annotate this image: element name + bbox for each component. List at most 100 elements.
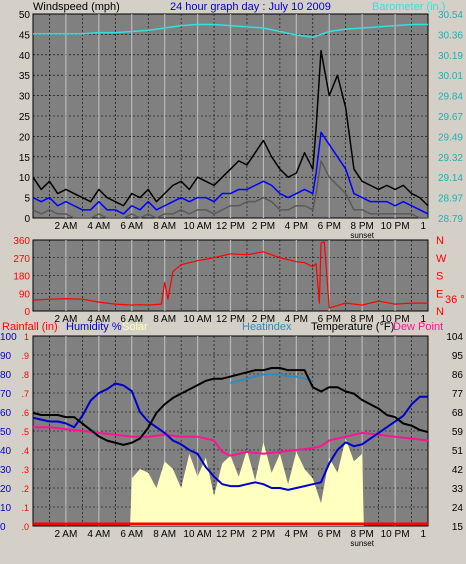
x-tick-label: 12 PM xyxy=(216,314,245,325)
x-tick-label: 2 PM xyxy=(252,314,275,325)
humidity-tick-label: 20 xyxy=(0,484,12,495)
rain-tick-label: 1 xyxy=(24,332,29,342)
x-tick-label: 4 PM xyxy=(285,221,308,232)
x-tick-label: 10 AM xyxy=(183,314,211,325)
temp-tick-label: 104 xyxy=(446,332,463,343)
compass-label: E xyxy=(436,288,443,300)
humidity-tick-label: 90 xyxy=(0,351,12,362)
wind-avg-line xyxy=(32,131,429,215)
legend-dewpoint: Dew Point xyxy=(393,321,443,333)
chart-title: 24 hour graph day : July 10 2009 xyxy=(170,1,331,13)
rain-tick-label: .7 xyxy=(21,389,29,399)
x-tick-label-end: 1 xyxy=(420,221,426,232)
wind-axis-label: Windspeed (mph) xyxy=(33,1,120,13)
y-tick-label: 0 xyxy=(24,214,30,225)
legend-heatindex: Heatindex xyxy=(242,321,292,333)
temp-tick-label: 51 xyxy=(452,446,464,457)
x-tick-label: 6 PM xyxy=(318,221,341,232)
legend-temperature: Temperature (°F) xyxy=(311,321,394,333)
y-tick-label: 360 xyxy=(13,236,30,247)
x-tick-label: 4 AM xyxy=(87,221,110,232)
x-tick-label: 6 AM xyxy=(120,221,143,232)
x-tick-label: 2 AM xyxy=(55,221,78,232)
y-tick-label: 30 xyxy=(19,92,31,103)
y2-tick-label: 30.54 xyxy=(438,10,463,21)
y2-tick-label: 29.67 xyxy=(438,112,463,123)
x-tick-label: 8 AM xyxy=(153,314,176,325)
y-tick-label: 180 xyxy=(13,272,30,283)
x-tick-label: 10 PM xyxy=(381,529,410,540)
rain-tick-label: .1 xyxy=(21,503,29,513)
y-tick-label: 5 xyxy=(24,194,30,205)
y-tick-label: 25 xyxy=(19,112,31,123)
y2-tick-label: 28.79 xyxy=(438,214,463,225)
temp-tick-label: 42 xyxy=(452,465,464,476)
y-tick-label: 35 xyxy=(19,71,31,82)
rain-tick-label: .6 xyxy=(21,408,29,418)
x-tick-label: 4 AM xyxy=(87,314,110,325)
temp-tick-label: 33 xyxy=(452,484,464,495)
y-tick-label: 270 xyxy=(13,254,30,265)
sunset-label: sunset xyxy=(350,539,374,548)
y2-tick-label: 29.84 xyxy=(438,92,463,103)
y-tick-label: 45 xyxy=(19,30,31,41)
humidity-tick-label: 80 xyxy=(0,370,12,381)
humidity-tick-label: 10 xyxy=(0,503,12,514)
x-tick-label: 2 AM xyxy=(55,314,78,325)
x-tick-label: 10 AM xyxy=(183,221,211,232)
y2-tick-label: 29.32 xyxy=(438,153,463,164)
x-tick-label: 4 PM xyxy=(285,529,308,540)
humidity-tick-label: 50 xyxy=(0,427,12,438)
x-tick-label-end: 1 xyxy=(420,314,426,325)
x-tick-label: 2 PM xyxy=(252,221,275,232)
temp-tick-label: 59 xyxy=(452,427,464,438)
rain-tick-label: .2 xyxy=(21,484,29,494)
temp-tick-label: 68 xyxy=(452,408,464,419)
humidity-tick-label: 0 xyxy=(0,522,6,533)
barometer-line xyxy=(33,23,428,39)
temp-tick-label: 24 xyxy=(452,503,464,514)
humidity-line xyxy=(32,382,428,491)
wind-direction-line xyxy=(32,241,428,309)
compass-label: N xyxy=(436,306,444,318)
y2-tick-label: 29.49 xyxy=(438,132,463,143)
humidity-tick-label: 40 xyxy=(0,446,12,457)
rain-tick-label: .0 xyxy=(21,522,29,532)
rain-tick-label: .3 xyxy=(21,465,29,475)
temp-tick-label: 95 xyxy=(452,351,464,362)
dewpoint-line xyxy=(33,426,429,457)
current-direction-label: 36 ° xyxy=(445,294,465,306)
solar-area xyxy=(130,438,364,526)
x-tick-label: 8 AM xyxy=(153,529,176,540)
y-tick-label: 0 xyxy=(24,307,30,318)
humidity-tick-label: 100 xyxy=(0,332,17,343)
x-tick-label: 6 AM xyxy=(120,314,143,325)
barometer-axis-label: Barometer (in.) xyxy=(372,1,445,13)
x-tick-label: 10 PM xyxy=(381,221,410,232)
y-tick-label: 10 xyxy=(19,173,31,184)
y2-tick-label: 28.97 xyxy=(438,194,463,205)
y-tick-label: 50 xyxy=(19,10,31,21)
x-tick-label: 4 AM xyxy=(87,529,110,540)
x-tick-label: 10 AM xyxy=(183,529,211,540)
compass-label: N xyxy=(436,235,444,247)
x-tick-label: 10 PM xyxy=(381,314,410,325)
x-tick-label: 6 PM xyxy=(318,314,341,325)
legend-rainfall: Rainfall (in) xyxy=(2,321,58,333)
y2-tick-label: 29.14 xyxy=(438,173,463,184)
x-tick-label: 12 PM xyxy=(216,529,245,540)
compass-label: S xyxy=(436,271,443,283)
x-tick-label: 8 PM xyxy=(350,529,373,540)
x-tick-label: 2 PM xyxy=(252,529,275,540)
wind-low-line xyxy=(32,160,428,219)
legend-humidity: Humidity % xyxy=(66,321,122,333)
x-tick-label: 8 PM xyxy=(350,221,373,232)
rain-tick-label: .4 xyxy=(21,446,29,456)
y2-tick-label: 30.19 xyxy=(438,51,463,62)
x-tick-label: 8 PM xyxy=(350,314,373,325)
rain-tick-label: .9 xyxy=(21,351,29,361)
rain-tick-label: .5 xyxy=(21,427,29,437)
rain-tick-label: .8 xyxy=(21,370,29,380)
x-tick-label: 12 PM xyxy=(216,221,245,232)
